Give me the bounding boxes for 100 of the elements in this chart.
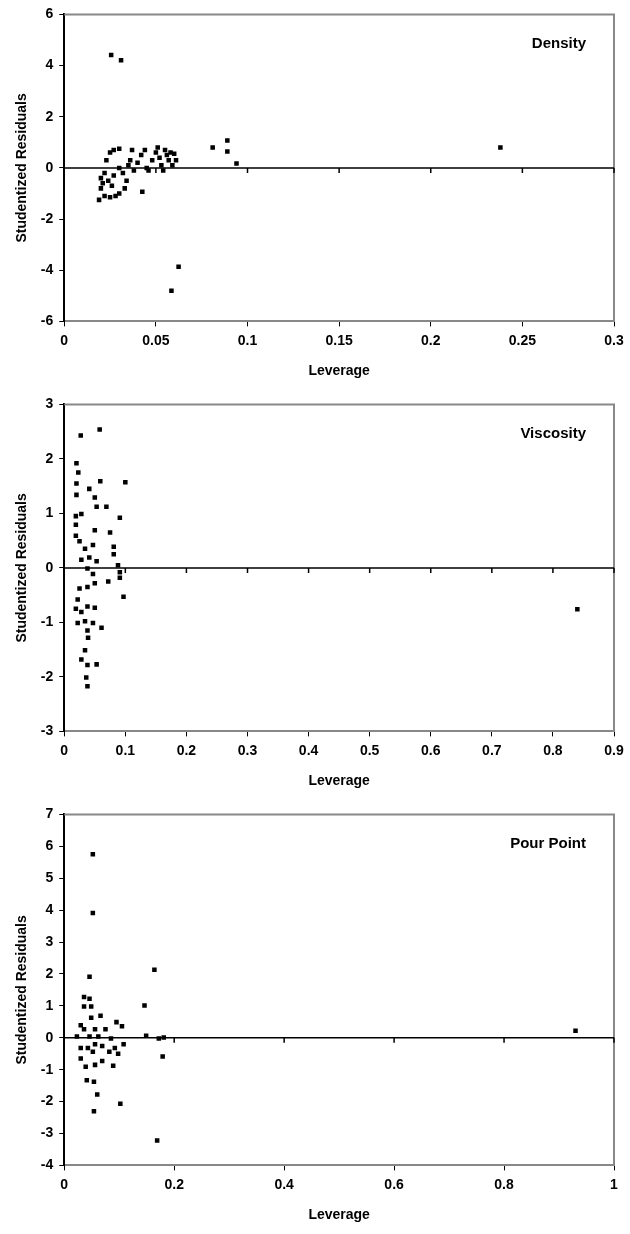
point	[234, 161, 239, 166]
y-tick-label: 3	[45, 395, 54, 412]
point	[92, 528, 98, 533]
point	[74, 492, 79, 498]
y-tick-label: -3	[40, 722, 54, 739]
point	[126, 163, 131, 168]
x-axis-title: Leverage	[308, 1206, 371, 1223]
point	[176, 264, 181, 269]
point	[154, 1138, 160, 1143]
y-tick-label: 4	[45, 900, 54, 917]
point	[77, 538, 82, 544]
point	[102, 193, 107, 199]
point	[159, 163, 164, 168]
point	[79, 511, 84, 517]
point	[90, 852, 96, 857]
point	[104, 157, 109, 163]
point	[170, 163, 175, 168]
point	[135, 160, 140, 166]
y-tick-label: -2	[40, 667, 54, 684]
x-tick-label: 0.6	[421, 741, 441, 758]
point	[74, 481, 79, 486]
point	[117, 515, 123, 521]
point	[114, 1019, 119, 1025]
x-tick-label: 0.7	[482, 741, 502, 758]
point	[87, 555, 92, 560]
x-tick-label: 0.8	[543, 741, 563, 758]
point	[116, 191, 122, 196]
y-tick-label: 2	[45, 964, 54, 981]
y-tick-label: 3	[45, 932, 54, 949]
point	[121, 594, 126, 600]
y-axis-title: Studentized Residuals	[13, 915, 30, 1065]
point	[210, 145, 215, 150]
y-tick-label: 0	[45, 558, 54, 575]
y-tick-label: -2	[40, 1092, 54, 1109]
y-axis-title: Studentized Residuals	[13, 93, 30, 243]
point	[121, 1041, 126, 1047]
point	[76, 470, 81, 475]
y-tick-label: 0	[45, 158, 54, 175]
point	[85, 635, 91, 640]
point	[575, 607, 580, 612]
x-tick-label: 0.4	[298, 741, 319, 758]
point	[75, 597, 80, 602]
point	[153, 150, 159, 155]
point	[92, 495, 98, 500]
point	[94, 559, 99, 564]
point	[98, 186, 104, 191]
point	[140, 189, 145, 194]
point	[225, 138, 230, 143]
point	[113, 193, 118, 199]
point	[78, 433, 83, 438]
text: Pour Point	[510, 834, 586, 852]
point	[85, 662, 90, 668]
y-tick-label: -4	[40, 261, 54, 278]
x-tick-label: 0.2	[176, 741, 197, 758]
x-tick-label: 0.3	[604, 331, 624, 348]
x-tick-label: 0.05	[142, 331, 170, 348]
point	[157, 155, 162, 160]
point	[85, 683, 90, 689]
point	[155, 145, 160, 150]
point	[94, 1092, 100, 1097]
x-tick-label: 0.2	[164, 1175, 185, 1192]
point	[81, 1004, 87, 1009]
point	[79, 657, 84, 662]
point	[117, 570, 123, 575]
point	[85, 584, 90, 590]
point	[79, 609, 84, 615]
y-tick-label: -6	[40, 312, 54, 329]
point	[87, 974, 92, 980]
y-tick-label: 6	[45, 837, 54, 854]
point	[107, 150, 113, 155]
x-tick-label: 0	[60, 1175, 69, 1192]
point	[111, 147, 116, 153]
point	[78, 1045, 83, 1051]
point	[105, 178, 111, 183]
point	[92, 605, 98, 610]
y-tick-label: 0	[45, 1028, 54, 1045]
text: Viscosity	[520, 424, 587, 442]
point	[74, 461, 79, 466]
point	[79, 557, 84, 562]
x-tick-label: 1	[610, 1175, 619, 1192]
point	[100, 180, 105, 186]
x-tick-label: 0	[60, 741, 69, 758]
y-tick-label: -3	[40, 1124, 54, 1141]
point	[99, 625, 104, 631]
x-tick-label: 0.1	[115, 741, 136, 758]
y-tick-label: 2	[45, 449, 54, 466]
x-tick-label: 0.3	[237, 741, 258, 758]
x-axis-title: Leverage	[308, 362, 371, 379]
y-tick-label: 4	[45, 56, 54, 73]
point	[87, 486, 92, 492]
point	[116, 146, 122, 151]
y-tick-label: -1	[40, 1060, 54, 1077]
point	[122, 186, 127, 191]
point	[88, 1004, 94, 1009]
point	[166, 157, 171, 163]
point	[169, 288, 174, 293]
point	[498, 145, 503, 150]
point	[107, 1049, 112, 1055]
x-tick-label: 0.15	[325, 331, 353, 348]
x-tick-label: 0	[60, 331, 69, 348]
